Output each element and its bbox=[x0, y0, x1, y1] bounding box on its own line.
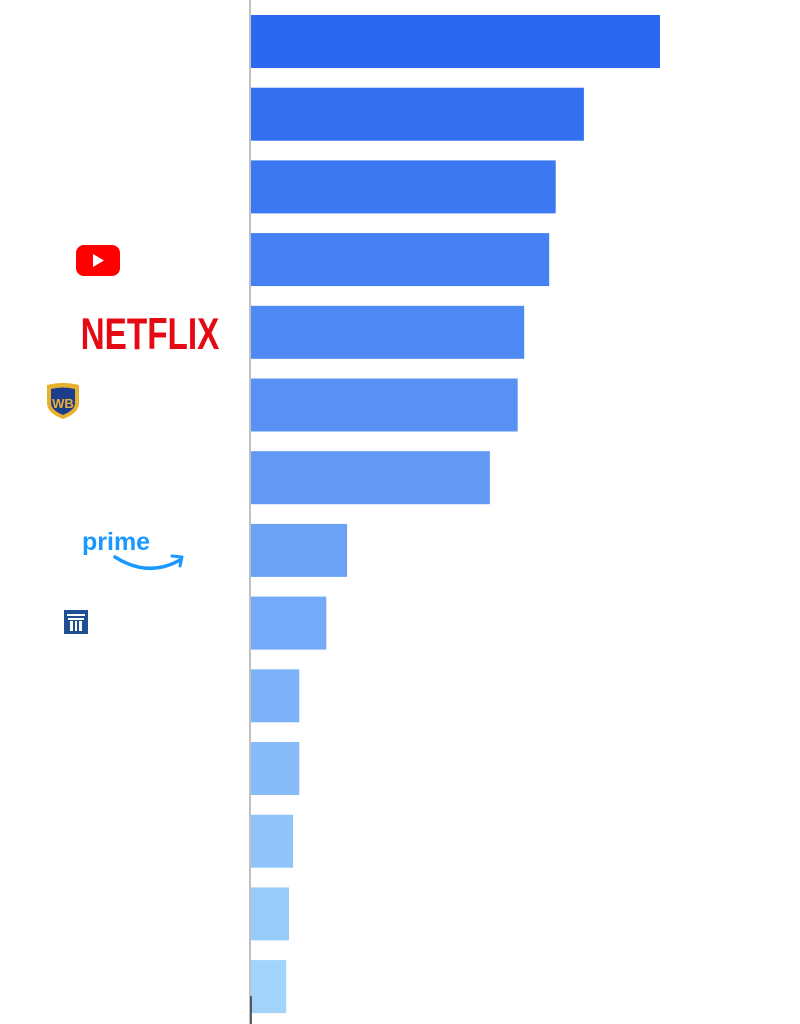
bar-12 bbox=[251, 814, 294, 868]
tower-logo bbox=[64, 610, 88, 634]
bar-8 bbox=[251, 523, 348, 577]
bar-6 bbox=[251, 378, 518, 432]
prime-arrow-icon bbox=[170, 554, 184, 568]
bar-5 bbox=[251, 305, 525, 359]
warner-bros-label: WB bbox=[52, 396, 74, 411]
prime-label: prime bbox=[82, 528, 150, 556]
bar-11 bbox=[251, 742, 300, 795]
youtube-logo bbox=[76, 245, 120, 276]
bar-14 bbox=[251, 960, 287, 1014]
bar-1 bbox=[251, 15, 660, 68]
bars-group bbox=[251, 15, 660, 1014]
bar-2 bbox=[251, 87, 584, 141]
netflix-logo: NETFLIX bbox=[81, 309, 220, 359]
bar-10 bbox=[251, 669, 300, 723]
prime-smile-icon bbox=[113, 555, 182, 571]
bar-4 bbox=[251, 233, 550, 287]
bar-7 bbox=[251, 451, 490, 505]
bar-3 bbox=[251, 160, 556, 214]
prime-video-logo: prime bbox=[82, 528, 184, 571]
warner-bros-logo: WB bbox=[47, 383, 79, 419]
bar-9 bbox=[251, 596, 327, 650]
bar-13 bbox=[251, 887, 289, 941]
